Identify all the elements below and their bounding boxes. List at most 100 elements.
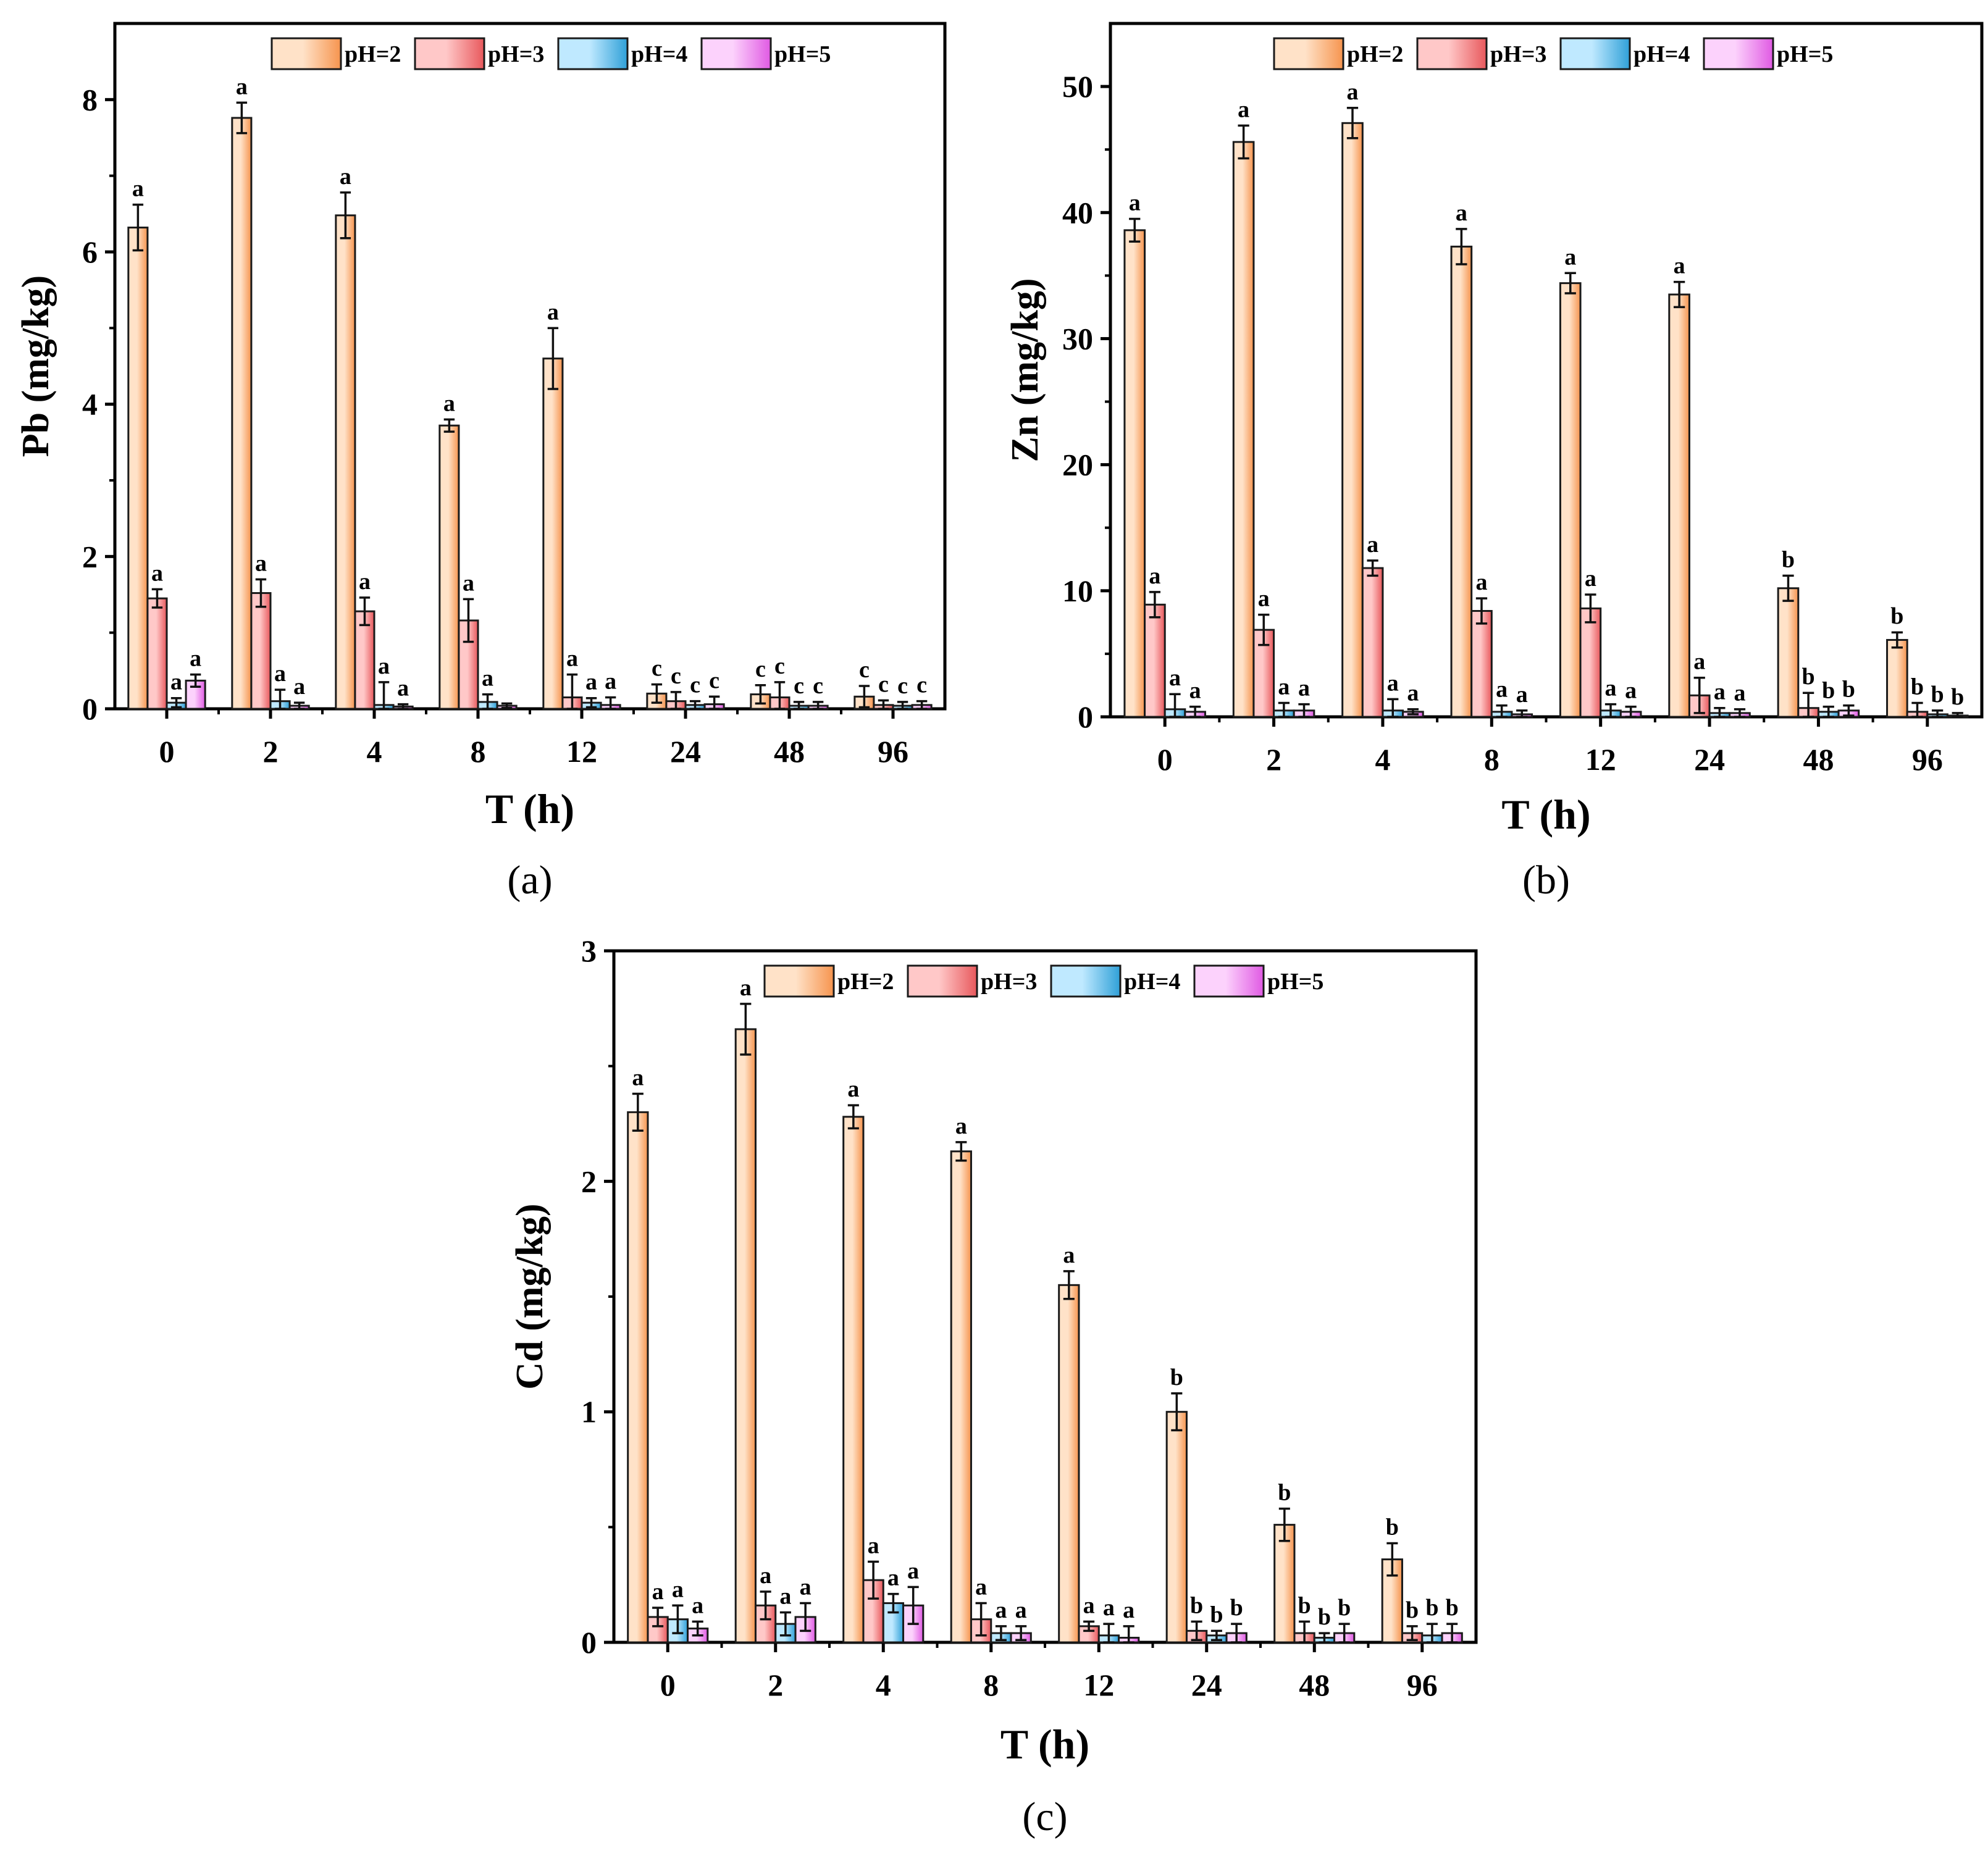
significance-label: c — [755, 656, 766, 682]
bar-ph-2-48 — [1777, 587, 1800, 718]
significance-label: b — [1425, 1595, 1438, 1621]
y-tick-label: 2 — [581, 1164, 597, 1198]
bar-ph-2-4 — [1341, 122, 1364, 718]
significance-label: a — [1189, 678, 1201, 704]
significance-label: c — [897, 673, 908, 699]
significance-label: b — [1890, 603, 1903, 629]
x-tick-label: 2 — [1266, 742, 1281, 777]
y-axis-label: Pb (mg/kg) — [15, 275, 57, 458]
legend-swatch-ph-2 — [271, 37, 342, 70]
bar-ph-5-0 — [185, 679, 206, 710]
significance-label: a — [652, 1579, 664, 1605]
legend-swatch-ph-2 — [1273, 37, 1344, 70]
bar-ph-3-4 — [1361, 567, 1384, 718]
significance-label: a — [1123, 1597, 1135, 1623]
x-tick-label: 0 — [159, 734, 175, 769]
bar-ph-2-0 — [1123, 229, 1146, 718]
significance-label: a — [779, 1583, 791, 1609]
significance-label: c — [652, 656, 662, 682]
y-tick-label: 20 — [1062, 448, 1093, 482]
significance-label: c — [774, 653, 785, 679]
legend-label-ph-2: pH=2 — [837, 969, 894, 995]
bar-ph-2-12 — [1058, 1284, 1080, 1644]
significance-label: a — [397, 675, 409, 701]
x-tick-label: 48 — [1803, 742, 1834, 777]
bar-ph-2-48 — [1273, 1524, 1296, 1644]
bar-ph-2-12 — [542, 357, 564, 710]
significance-label: c — [859, 657, 870, 683]
legend-swatch-ph-2 — [763, 964, 835, 998]
significance-label: b — [1842, 677, 1855, 703]
significance-label: b — [1190, 1592, 1203, 1618]
significance-label: b — [1338, 1595, 1351, 1621]
x-tick-label: 8 — [1484, 742, 1499, 777]
x-tick-label: 0 — [660, 1668, 676, 1702]
significance-label: a — [1456, 200, 1467, 226]
significance-label: b — [1210, 1602, 1223, 1628]
legend-label-ph-2: pH=2 — [345, 41, 401, 67]
legend-label-ph-5: pH=5 — [774, 41, 831, 67]
bar-ph-2-0 — [627, 1111, 649, 1644]
x-tick-label: 48 — [774, 734, 805, 769]
significance-label: b — [1278, 1479, 1291, 1505]
y-tick-label: 4 — [82, 387, 98, 422]
significance-label: a — [170, 669, 182, 695]
y-tick-label: 2 — [82, 539, 98, 574]
x-tick-label: 4 — [367, 734, 382, 769]
legend-label-ph-3: pH=3 — [1490, 41, 1546, 67]
significance-label: b — [1406, 1597, 1419, 1623]
significance-label: a — [1714, 679, 1726, 705]
bar-ph-2-8 — [1450, 245, 1473, 718]
significance-label: b — [1802, 664, 1815, 690]
legend-label-ph-4: pH=4 — [1124, 969, 1180, 995]
bar-ph-2-8 — [950, 1150, 972, 1644]
y-axis-label: Cd (mg/kg) — [509, 1203, 551, 1389]
x-tick-label: 24 — [670, 734, 701, 769]
significance-label: a — [255, 550, 267, 576]
y-tick-label: 10 — [1062, 574, 1093, 608]
y-tick-label: 6 — [82, 235, 98, 269]
significance-label: c — [878, 671, 889, 697]
bar-ph-3-0 — [1144, 603, 1166, 718]
significance-label: a — [1063, 1242, 1075, 1268]
significance-label: b — [1318, 1604, 1331, 1630]
significance-label: a — [1149, 563, 1160, 589]
bar-ph-3-12 — [1579, 607, 1602, 718]
significance-label: a — [1693, 649, 1705, 675]
significance-label: a — [1258, 586, 1270, 612]
legend-label-ph-4: pH=4 — [631, 41, 687, 67]
legend-swatch-ph-5 — [1193, 964, 1265, 998]
significance-label: a — [132, 176, 144, 202]
significance-label: a — [1734, 680, 1746, 706]
y-tick-label: 3 — [581, 934, 597, 968]
significance-label: a — [1674, 253, 1685, 279]
significance-label: a — [1083, 1592, 1095, 1618]
significance-label: a — [378, 653, 390, 679]
bar-ph-3-0 — [146, 597, 168, 710]
significance-label: a — [463, 570, 474, 596]
significance-label: a — [907, 1558, 919, 1584]
x-tick-label: 96 — [1912, 742, 1943, 777]
x-tick-label: 2 — [768, 1668, 783, 1702]
significance-label: a — [692, 1592, 703, 1618]
significance-label: a — [1516, 682, 1528, 708]
panel-label: (b) — [1522, 858, 1570, 903]
legend-swatch-ph-3 — [414, 37, 485, 70]
bar-ph-2-4 — [842, 1116, 865, 1644]
bar-ph-3-8 — [1470, 609, 1493, 718]
bar-ph-2-24 — [1165, 1411, 1188, 1644]
significance-label: a — [995, 1597, 1007, 1623]
x-tick-label: 2 — [263, 734, 279, 769]
legend-swatch-ph-3 — [1416, 37, 1488, 70]
x-axis-label: T (h) — [1000, 1721, 1089, 1768]
x-tick-label: 8 — [983, 1668, 999, 1702]
significance-label: a — [151, 560, 163, 586]
significance-label: a — [1103, 1595, 1115, 1621]
bar-ph-3-2 — [250, 592, 272, 710]
legend-swatch-ph-4 — [1050, 964, 1122, 998]
significance-label: a — [800, 1574, 812, 1600]
significance-label: b — [1170, 1365, 1183, 1390]
significance-label: b — [1230, 1595, 1243, 1621]
significance-label: a — [1564, 244, 1576, 270]
significance-label: a — [1625, 678, 1637, 704]
